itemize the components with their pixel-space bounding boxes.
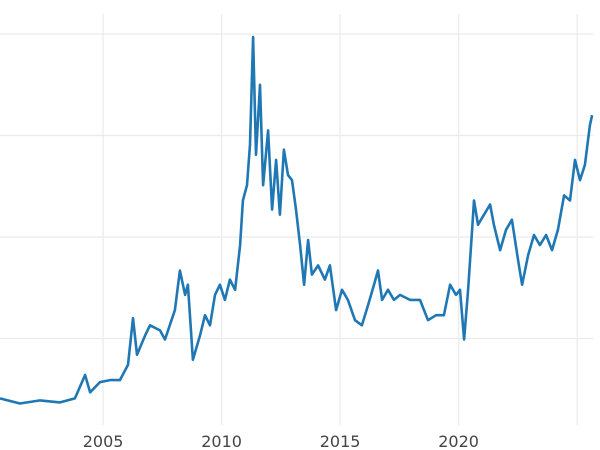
x-tick-label: 2005 — [83, 432, 124, 450]
x-axis-ticks: 2005 2010 2015 2020 — [83, 432, 479, 450]
series-line — [0, 35, 594, 405]
gridlines — [0, 14, 593, 425]
x-tick-label: 2015 — [320, 432, 361, 450]
x-tick-label: 2020 — [438, 432, 479, 450]
x-tick-label: 2010 — [201, 432, 242, 450]
